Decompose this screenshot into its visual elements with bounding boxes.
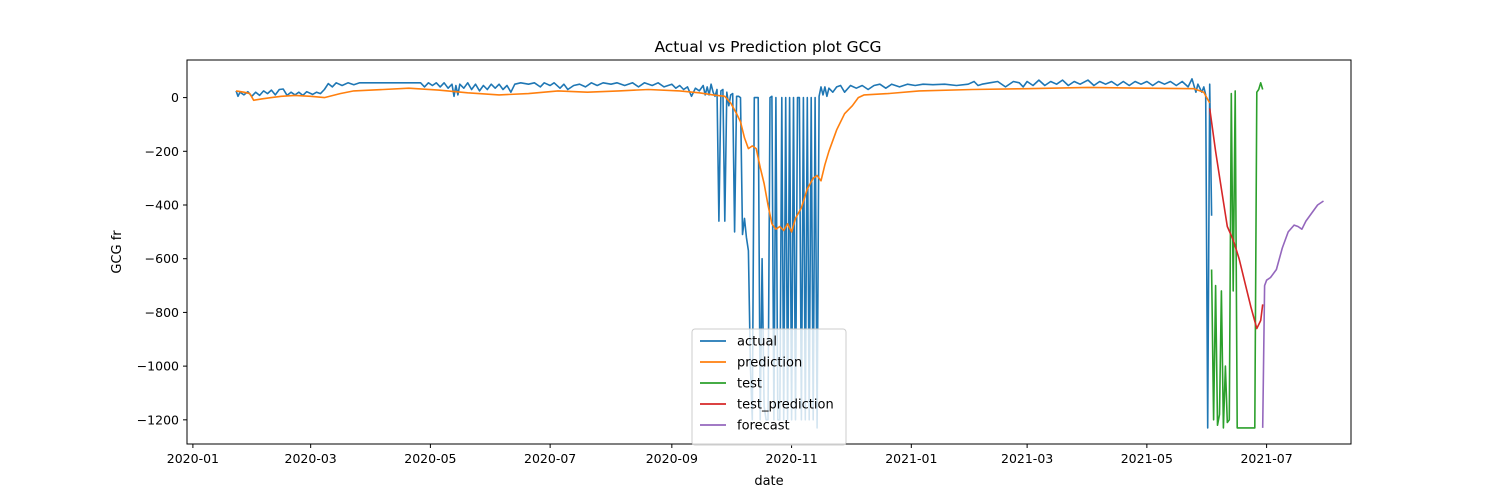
- y-tick-label: 0: [171, 90, 179, 105]
- series-layer: [235, 78, 1324, 429]
- series-line-actual: [235, 78, 1213, 429]
- series-line-test-prediction: [1208, 108, 1264, 330]
- y-tick-label: −600: [145, 251, 179, 266]
- x-tick-label: 2021-03: [1001, 451, 1053, 466]
- y-tick-label: −1000: [137, 359, 179, 374]
- x-tick-label: 2021-07: [1240, 451, 1292, 466]
- x-axis-label: date: [754, 474, 783, 489]
- series-line-test: [1210, 82, 1264, 429]
- x-tick-label: 2020-01: [167, 451, 219, 466]
- x-tick-label: 2020-11: [765, 451, 817, 466]
- series-line-forecast: [1261, 200, 1324, 428]
- legend-label: actual: [737, 335, 777, 350]
- legend-label: prediction: [737, 356, 802, 371]
- x-tick-label: 2021-01: [885, 451, 937, 466]
- legend-label: test_prediction: [737, 398, 834, 413]
- legend: actual prediction test test_predictionforec…: [691, 328, 847, 446]
- legend-label: forecast: [737, 419, 790, 434]
- y-axis-label: GCG fr: [110, 230, 125, 274]
- chart-title: Actual vs Prediction plot GCG: [654, 38, 881, 56]
- x-axis: 2020-01 2020-03 2020-05 2020-07 2020-09 2020-…: [167, 444, 1293, 466]
- x-tick-label: 2021-05: [1121, 451, 1173, 466]
- x-tick-label: 2020-09: [646, 451, 698, 466]
- x-tick-label: 2020-05: [404, 451, 456, 466]
- y-tick-label: −800: [145, 305, 179, 320]
- x-tick-label: 2020-03: [285, 451, 337, 466]
- series-line-prediction: [235, 86, 1211, 233]
- legend-box: [691, 328, 847, 446]
- legend-label: test: [737, 377, 762, 392]
- y-tick-label: −200: [145, 144, 179, 159]
- y-axis: 0 −200 −400 −600 −800 −1000 −1200: [137, 90, 187, 427]
- y-tick-label: −1200: [137, 412, 179, 427]
- y-tick-label: −400: [145, 198, 179, 213]
- x-tick-label: 2020-07: [524, 451, 576, 466]
